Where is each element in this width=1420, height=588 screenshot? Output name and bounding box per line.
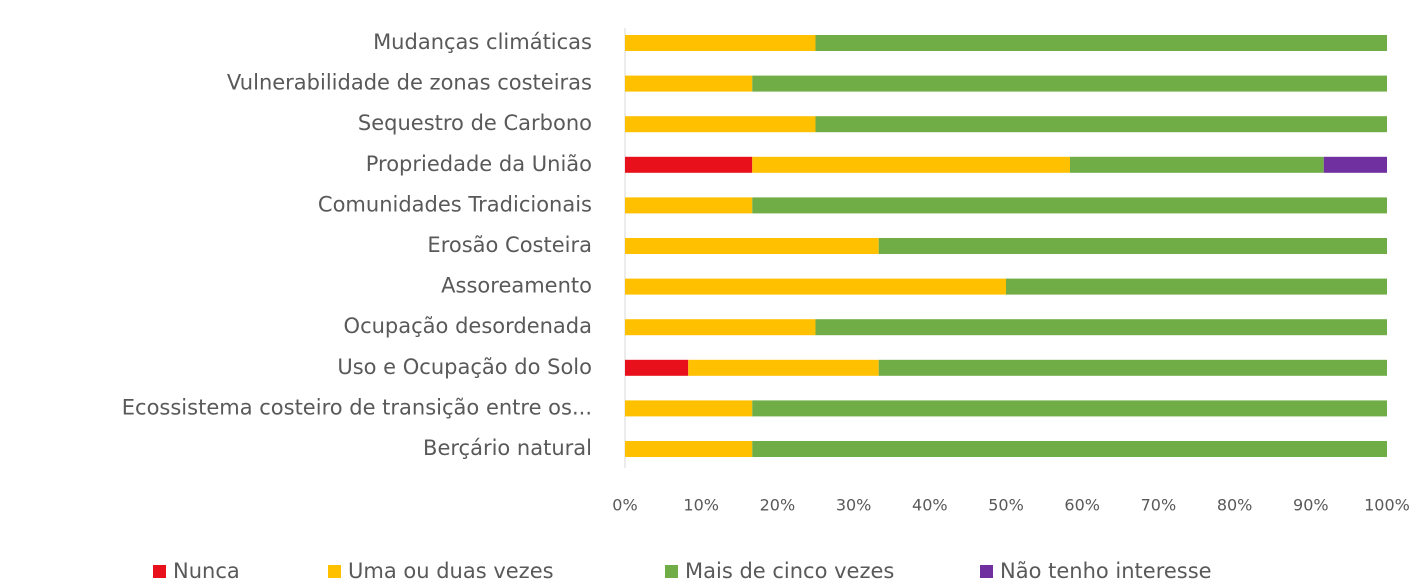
- legend-label: Mais de cinco vezes: [685, 559, 894, 583]
- bar-segment: [752, 156, 1071, 173]
- bar-segment: [1070, 156, 1324, 173]
- x-tick-label: 60%: [1064, 496, 1100, 515]
- bar-segment: [625, 238, 879, 254]
- category-label: Assoreamento: [441, 274, 592, 298]
- bar-segment: [625, 319, 816, 336]
- legend-swatch: [980, 565, 993, 578]
- bar-segment: [815, 35, 1387, 51]
- bar-segment: [752, 75, 1387, 92]
- category-label: Ecossistema costeiro de transição entre …: [122, 395, 592, 419]
- x-tick-label: 80%: [1217, 496, 1253, 515]
- bar-segment: [625, 441, 753, 457]
- bar-segment: [625, 156, 753, 173]
- x-tick-label: 90%: [1293, 496, 1329, 515]
- category-label: Sequestro de Carbono: [358, 111, 592, 135]
- bar-segment: [752, 400, 1387, 417]
- bar-segment: [815, 319, 1387, 336]
- bar-segment: [1323, 156, 1387, 173]
- bar-segment: [625, 75, 753, 92]
- bar-segment: [625, 35, 816, 51]
- legend-label: Nunca: [173, 559, 240, 583]
- x-tick-label: 70%: [1141, 496, 1177, 515]
- bar-segment: [878, 238, 1387, 254]
- x-tick-label: 20%: [760, 496, 796, 515]
- x-tick-label: 0%: [612, 496, 637, 515]
- bar-segment: [1006, 278, 1387, 295]
- legend-label: Não tenho interesse: [1000, 559, 1212, 583]
- category-label: Uso e Ocupação do Solo: [337, 355, 592, 379]
- bar-segment: [752, 441, 1387, 457]
- category-label: Vulnerabilidade de zonas costeiras: [227, 71, 592, 95]
- x-tick-label: 40%: [912, 496, 948, 515]
- bar-segment: [878, 359, 1387, 376]
- category-label: Berçário natural: [423, 436, 592, 460]
- category-label: Erosão Costeira: [427, 233, 592, 257]
- category-label: Comunidades Tradicionais: [318, 192, 592, 216]
- bar-segment: [625, 400, 753, 417]
- x-tick-label: 100%: [1364, 496, 1410, 515]
- legend-swatch: [665, 565, 678, 578]
- bar-segment: [625, 197, 753, 214]
- bar-segment: [688, 359, 879, 376]
- legend-label: Uma ou duas vezes: [348, 559, 554, 583]
- bar-segment: [625, 116, 816, 133]
- bar-segment: [815, 116, 1387, 133]
- legend-swatch: [153, 565, 166, 578]
- category-label: Ocupação desordenada: [344, 314, 592, 338]
- category-label: Propriedade da União: [366, 152, 592, 176]
- bar-segment: [625, 359, 689, 376]
- bar-segment: [752, 197, 1387, 214]
- x-tick-label: 50%: [988, 496, 1024, 515]
- bar-segment: [625, 278, 1006, 295]
- x-tick-label: 10%: [683, 496, 719, 515]
- category-label: Mudanças climáticas: [373, 30, 592, 54]
- legend-swatch: [328, 565, 341, 578]
- x-tick-label: 30%: [836, 496, 872, 515]
